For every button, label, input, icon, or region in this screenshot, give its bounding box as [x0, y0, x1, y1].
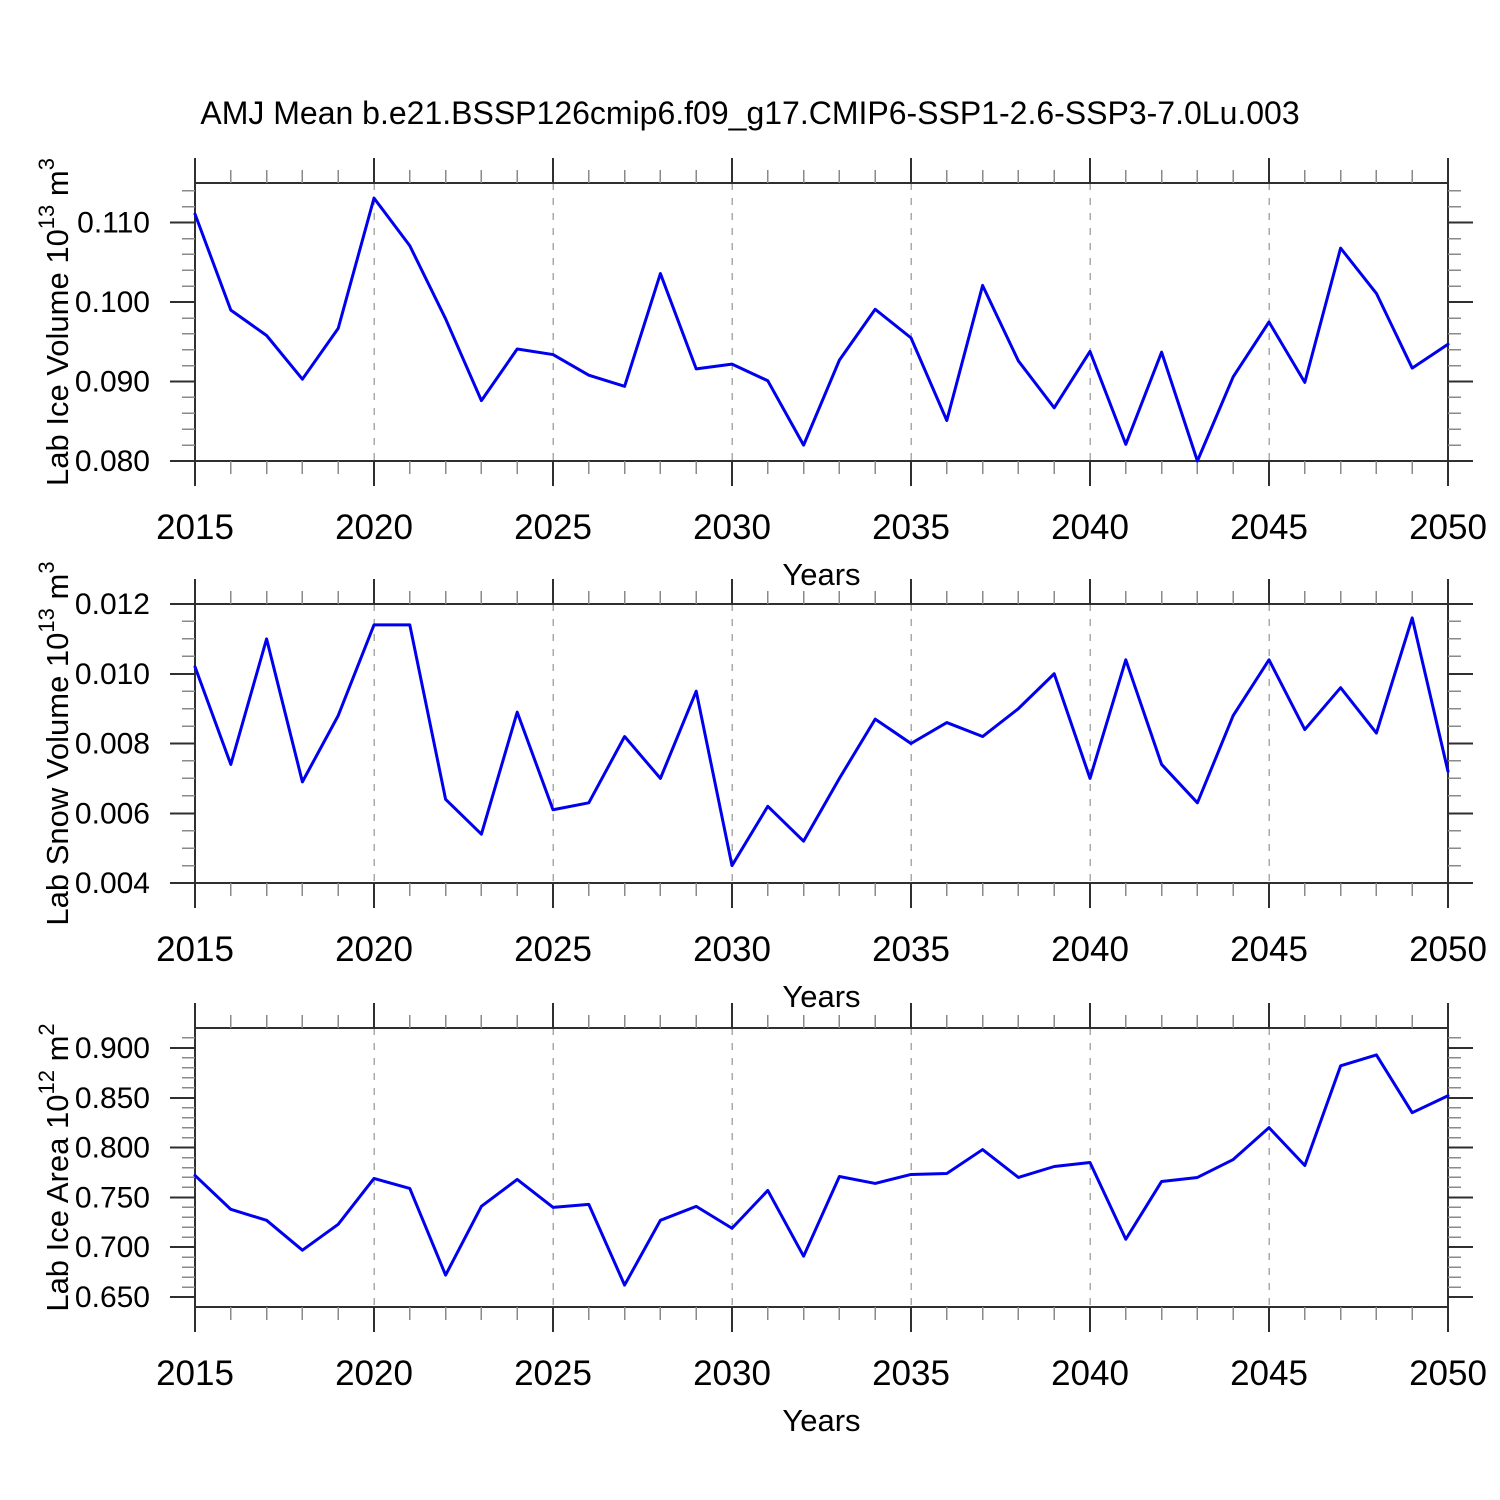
x-tick-label: 2030	[693, 930, 771, 969]
y-tick-label: 0.008	[75, 728, 150, 761]
x-tick-label: 2020	[335, 1354, 413, 1393]
x-tick-label: 2030	[693, 1354, 771, 1393]
y-axis-title: Lab Ice Volume 1013 m3	[34, 158, 75, 486]
y-tick-label: 0.800	[75, 1132, 150, 1165]
y-axis-title: Lab Ice Area 1012 m2	[34, 1023, 75, 1311]
subplot-lab-ice-volume: 2015 2020 2025 2030 2035 2040 2045 2050 Years 0.0…	[34, 158, 1487, 592]
x-tick-label: 2025	[514, 1354, 592, 1393]
y-tick-label: 0.700	[75, 1231, 150, 1264]
y-tick-label: 0.004	[75, 867, 150, 900]
x-axis-title: Years	[782, 557, 860, 592]
y-tick-label: 0.850	[75, 1082, 150, 1115]
x-tick-label: 2045	[1230, 930, 1308, 969]
x-tick-label: 2025	[514, 930, 592, 969]
y-tick-label: 0.006	[75, 797, 150, 830]
x-tick-label: 2015	[156, 1354, 234, 1393]
y-tick-label: 0.010	[75, 658, 150, 691]
subplot-lab-snow-volume: 2015 2020 2025 2030 2035 2040 2045 2050 Years 0.0…	[34, 561, 1487, 1014]
x-axis-title: Years	[782, 979, 860, 1014]
x-tick-label: 2030	[693, 508, 771, 547]
y-axis-title: Lab Snow Volume 1013 m3	[34, 561, 75, 925]
y-tick-label: 0.110	[77, 207, 150, 240]
x-tick-label: 2040	[1051, 508, 1129, 547]
x-tick-label: 2050	[1409, 930, 1487, 969]
x-tick-label: 2020	[335, 930, 413, 969]
data-line-2	[193, 616, 1450, 868]
data-line-3	[193, 1053, 1450, 1287]
y-tick-label: 0.090	[75, 366, 150, 399]
x-tick-label: 2015	[156, 508, 234, 547]
x-tick-label: 2045	[1230, 508, 1308, 547]
y-tick-label: 0.650	[75, 1281, 150, 1314]
x-tick-label: 2050	[1409, 508, 1487, 547]
x-tick-label: 2040	[1051, 930, 1129, 969]
x-tick-label: 2050	[1409, 1354, 1487, 1393]
subplot-lab-ice-area: 2015 2020 2025 2030 2035 2040 2045 2050 Years 0.6…	[34, 1003, 1487, 1438]
x-axis-title: Years	[782, 1403, 860, 1438]
y-tick-label: 0.900	[75, 1032, 150, 1065]
y-tick-label: 0.012	[75, 588, 150, 621]
x-tick-label: 2035	[872, 930, 950, 969]
x-tick-label: 2045	[1230, 1354, 1308, 1393]
y-tick-label: 0.080	[75, 445, 150, 478]
x-tick-label: 2035	[872, 1354, 950, 1393]
x-tick-label: 2025	[514, 508, 592, 547]
x-tick-label: 2040	[1051, 1354, 1129, 1393]
data-line-1	[193, 196, 1450, 463]
x-tick-label: 2035	[872, 508, 950, 547]
x-tick-label: 2015	[156, 930, 234, 969]
x-tick-label: 2020	[335, 508, 413, 547]
figure-title: AMJ Mean b.e21.BSSP126cmip6.f09_g17.CMIP…	[200, 95, 1299, 131]
subplots-group: 2015 2020 2025 2030 2035 2040 2045 2050 Years 0.0…	[34, 158, 1487, 1438]
y-tick-label: 0.750	[75, 1181, 150, 1214]
y-tick-label: 0.100	[75, 286, 150, 319]
